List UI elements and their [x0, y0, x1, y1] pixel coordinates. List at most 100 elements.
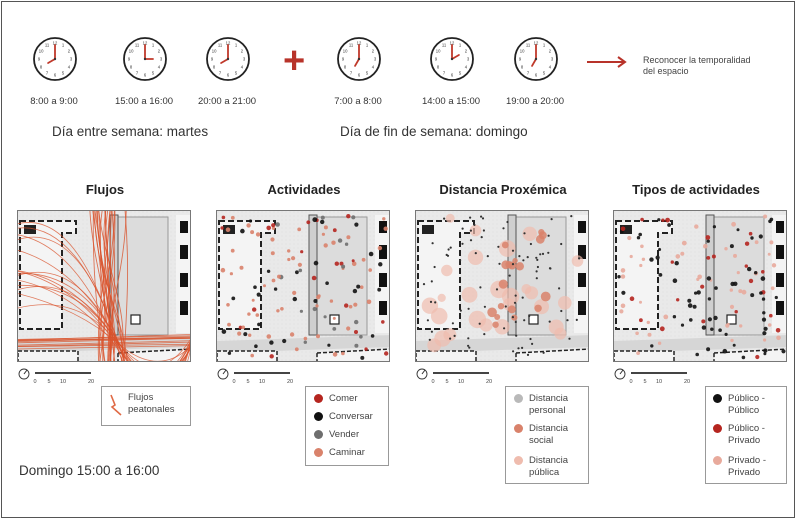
svg-text:2: 2: [465, 49, 468, 54]
svg-text:10: 10: [212, 49, 217, 54]
svg-text:12: 12: [357, 41, 362, 46]
svg-text:9: 9: [128, 57, 131, 62]
svg-text:1: 1: [152, 43, 155, 48]
svg-text:4: 4: [241, 65, 244, 70]
svg-text:12: 12: [226, 41, 231, 46]
svg-text:11: 11: [135, 43, 140, 48]
legend-actividades: Comer Conversar Vender Caminar: [305, 386, 389, 466]
legend-distancia: Distancia personal Distancia social Dist…: [505, 386, 589, 484]
svg-text:1: 1: [62, 43, 65, 48]
scale-bar: 0 5 10 20: [18, 368, 94, 385]
legend-label: Caminar: [329, 447, 365, 458]
legend-label: Conversar: [329, 411, 373, 422]
svg-text:8: 8: [521, 65, 524, 70]
svg-text:5: 5: [62, 71, 65, 76]
svg-text:11: 11: [442, 43, 447, 48]
svg-text:10: 10: [129, 49, 134, 54]
svg-text:0: 0: [33, 379, 36, 385]
svg-text:6: 6: [227, 73, 230, 78]
comer-dot-icon: [314, 394, 323, 403]
svg-text:20: 20: [287, 379, 293, 385]
conversar-dot-icon: [314, 412, 323, 421]
svg-text:12: 12: [53, 41, 58, 46]
svg-text:5: 5: [459, 71, 462, 76]
svg-text:6: 6: [144, 73, 147, 78]
publico-privado-dot-icon: [713, 424, 722, 433]
svg-text:7: 7: [219, 71, 222, 76]
svg-text:20: 20: [684, 379, 690, 385]
arrow-right-icon: [587, 56, 627, 68]
svg-text:5: 5: [235, 71, 238, 76]
svg-text:11: 11: [45, 43, 50, 48]
panel-title-flujos: Flujos: [85, 182, 125, 197]
legend-label: Distancia pública: [529, 455, 569, 478]
svg-text:1: 1: [543, 43, 546, 48]
clock-time-label: 19:00 a 20:00: [505, 96, 565, 107]
svg-text:2: 2: [549, 49, 552, 54]
legend-label: Público - Público: [728, 393, 765, 416]
svg-text:5: 5: [152, 71, 155, 76]
svg-text:6: 6: [451, 73, 454, 78]
svg-text:4: 4: [68, 65, 71, 70]
svg-text:2: 2: [158, 49, 161, 54]
svg-text:11: 11: [218, 43, 223, 48]
social-dot-icon: [514, 424, 523, 433]
flow-line-icon: [110, 394, 122, 416]
scale-bar: 0 5 10 20: [614, 368, 690, 385]
legend-label: Flujos peatonales: [128, 392, 175, 415]
vender-dot-icon: [314, 430, 323, 439]
svg-text:0: 0: [629, 379, 632, 385]
svg-text:6: 6: [54, 73, 57, 78]
svg-text:7: 7: [136, 71, 139, 76]
map-distancia: [415, 210, 589, 362]
scale-bar: 0 5 10 20: [416, 368, 492, 385]
svg-text:3: 3: [70, 57, 73, 62]
clock-time-label: 20:00 a 21:00: [197, 96, 257, 107]
privado-privado-dot-icon: [713, 456, 722, 465]
svg-text:12: 12: [534, 41, 539, 46]
svg-text:5: 5: [366, 71, 369, 76]
legend-tipos: Público - Público Público - Privado Priv…: [705, 386, 787, 484]
svg-text:5: 5: [47, 379, 50, 385]
svg-text:11: 11: [526, 43, 531, 48]
map-tipos: [613, 210, 787, 362]
footer-label: Domingo 15:00 a 16:00: [19, 463, 160, 478]
svg-text:11: 11: [349, 43, 354, 48]
legend-label: Distancia personal: [529, 393, 569, 416]
legend-label: Público - Privado: [728, 423, 765, 446]
svg-text:0: 0: [232, 379, 235, 385]
map-actividades: [216, 210, 390, 362]
svg-text:10: 10: [259, 379, 265, 385]
svg-text:7: 7: [443, 71, 446, 76]
svg-text:10: 10: [656, 379, 662, 385]
svg-text:12: 12: [450, 41, 455, 46]
svg-text:9: 9: [342, 57, 345, 62]
svg-text:10: 10: [60, 379, 66, 385]
svg-text:9: 9: [38, 57, 41, 62]
svg-text:5: 5: [543, 71, 546, 76]
clock-time-label: 7:00 a 8:00: [334, 96, 382, 107]
legend-label: Privado - Privado: [728, 455, 767, 478]
panel-title-tipos: Tipos de actividades: [632, 182, 760, 197]
svg-text:4: 4: [549, 65, 552, 70]
svg-text:20: 20: [486, 379, 492, 385]
svg-text:3: 3: [243, 57, 246, 62]
svg-text:3: 3: [551, 57, 554, 62]
svg-text:8: 8: [213, 65, 216, 70]
publico-publico-dot-icon: [713, 394, 722, 403]
svg-text:1: 1: [366, 43, 369, 48]
svg-text:7: 7: [527, 71, 530, 76]
svg-text:5: 5: [445, 379, 448, 385]
svg-text:10: 10: [520, 49, 525, 54]
svg-text:3: 3: [160, 57, 163, 62]
personal-dot-icon: [514, 394, 523, 403]
svg-text:1: 1: [235, 43, 238, 48]
legend-label: Comer: [329, 393, 358, 404]
clock-time-label: 15:00 a 16:00: [114, 96, 174, 107]
svg-text:2: 2: [372, 49, 375, 54]
